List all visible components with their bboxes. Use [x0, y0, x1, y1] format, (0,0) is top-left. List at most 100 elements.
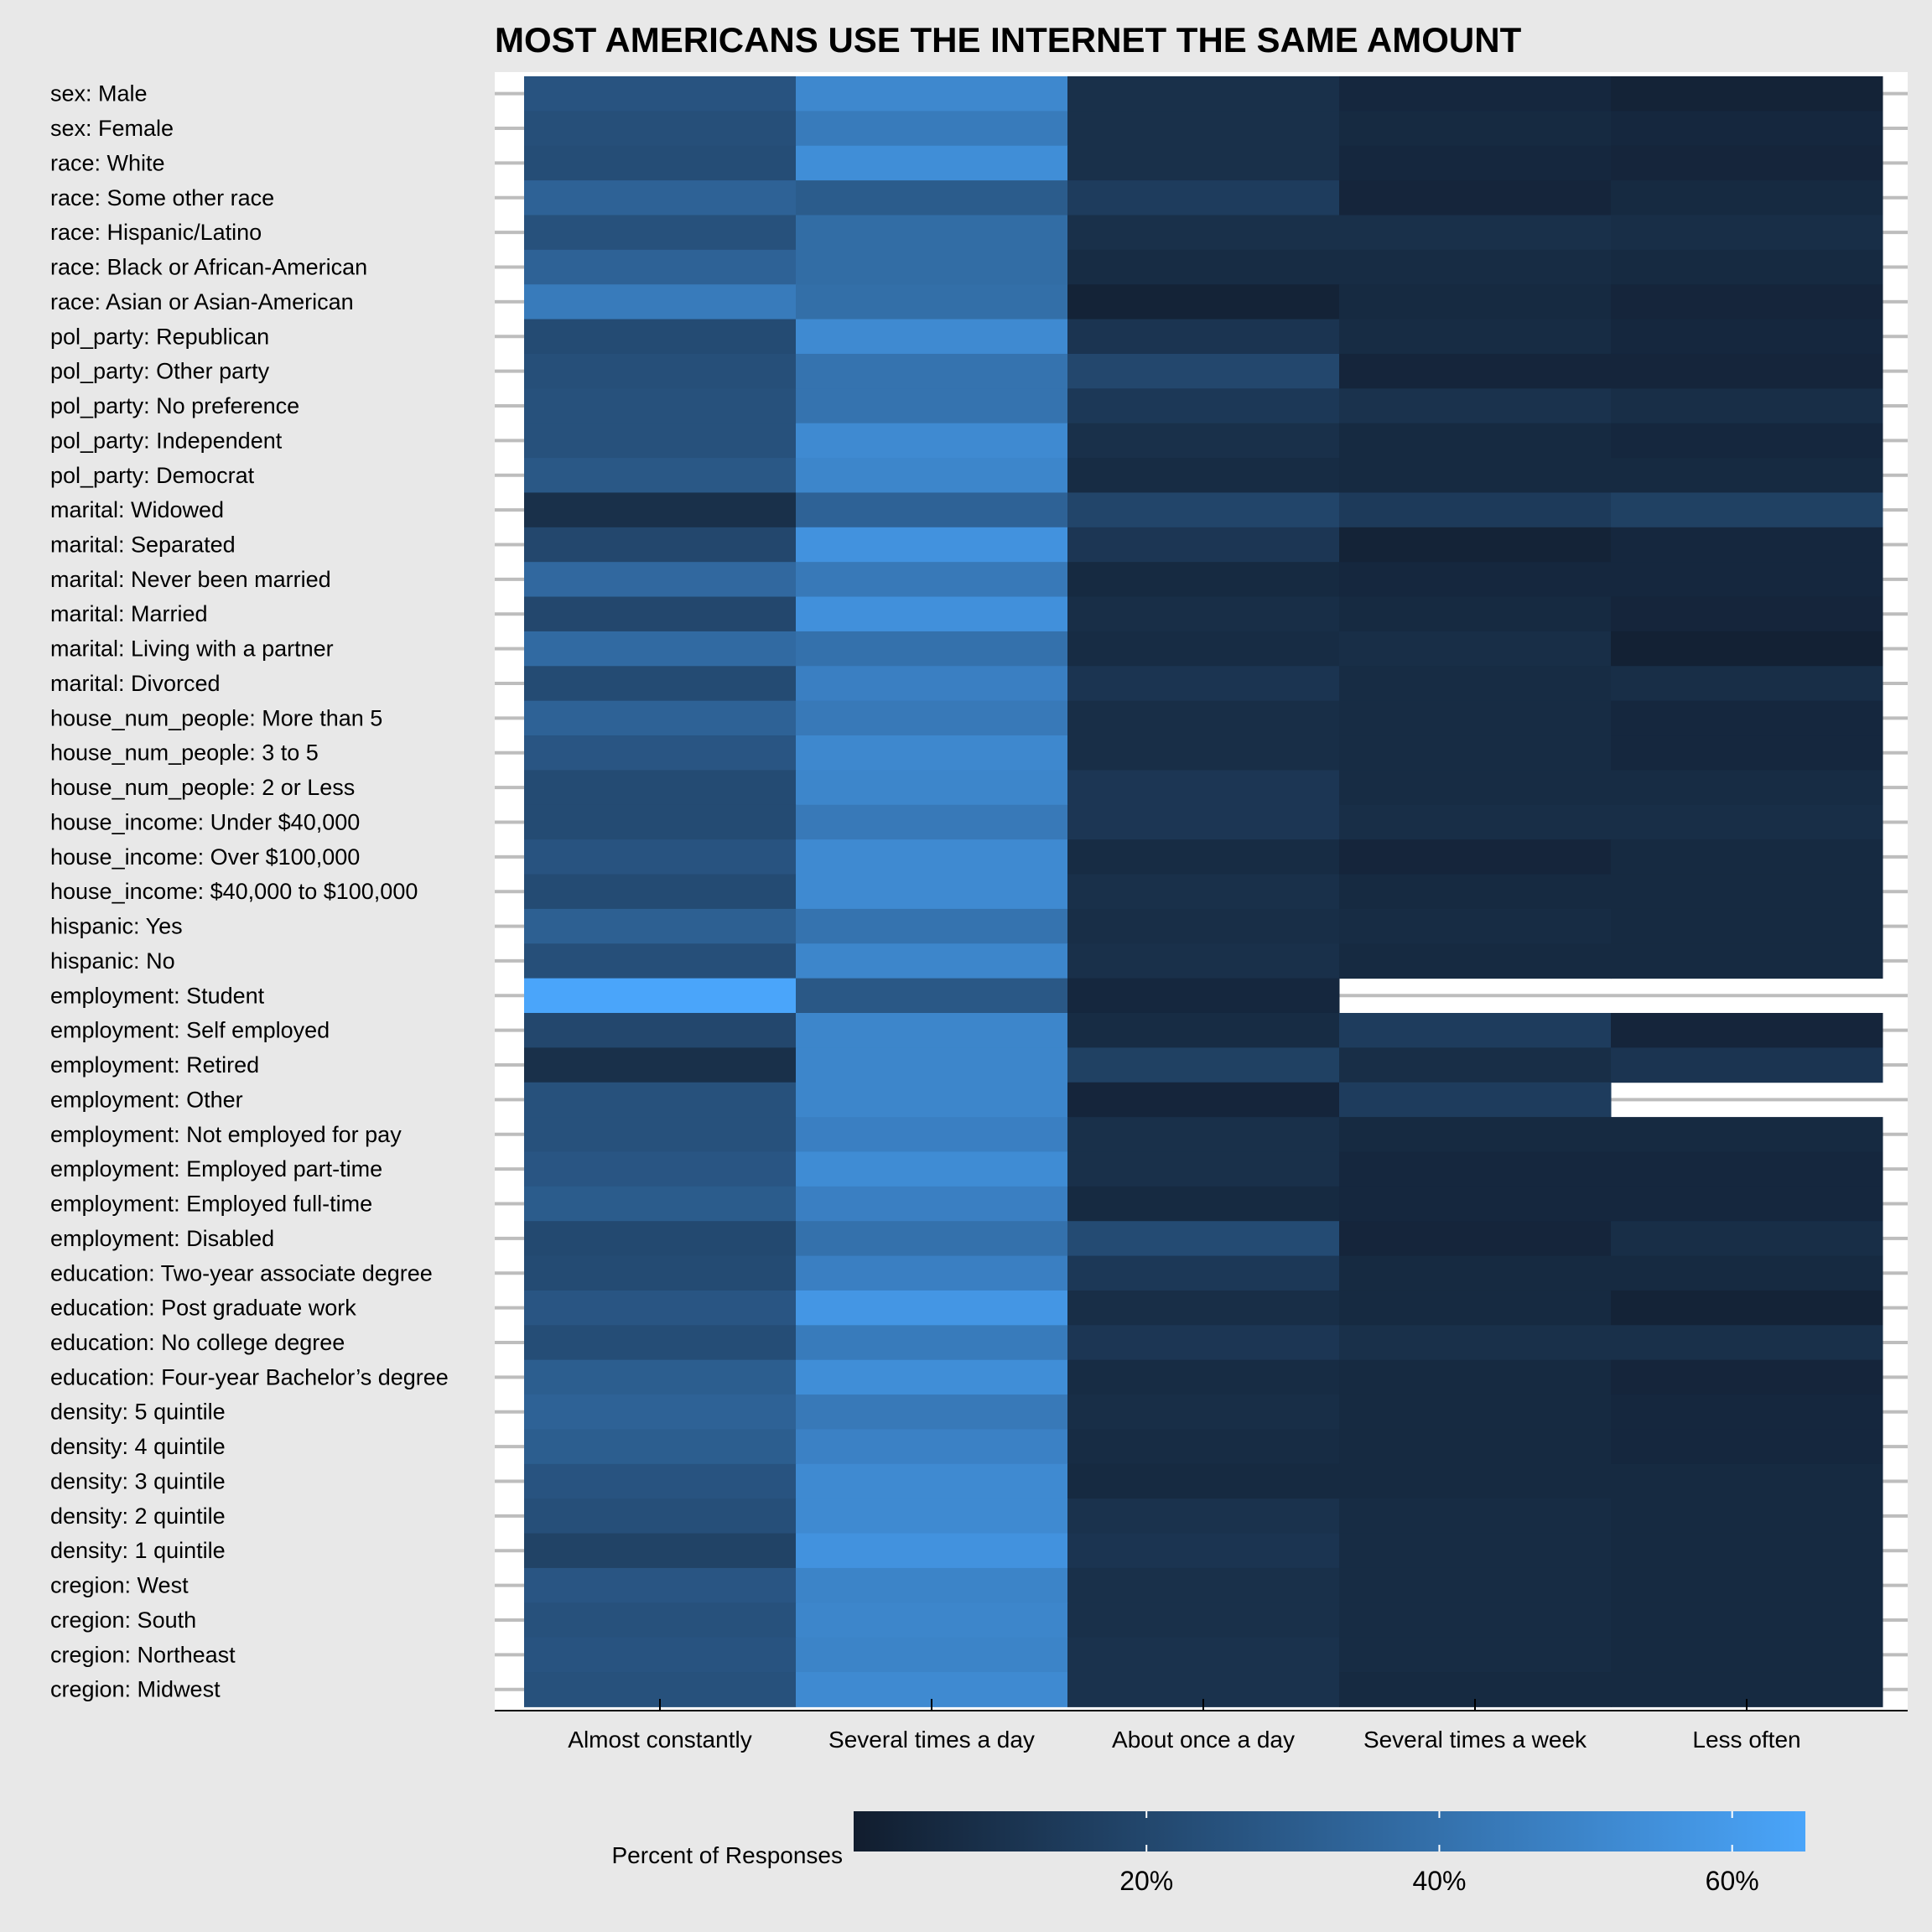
heatmap-cell [524, 458, 797, 493]
heatmap-cell [1339, 1186, 1612, 1222]
heatmap-cell [524, 145, 797, 181]
heatmap-cell [1611, 1290, 1883, 1326]
heatmap-cell [1339, 874, 1612, 910]
y-tick-label: race: Asian or Asian-American [50, 289, 354, 314]
heatmap-cell [1611, 1637, 1883, 1673]
heatmap-cell [796, 527, 1068, 563]
heatmap-cell [1339, 388, 1612, 424]
heatmap-cell [796, 943, 1068, 979]
heatmap-cell [1067, 631, 1340, 667]
heatmap-cell [1067, 1117, 1340, 1152]
heatmap-cell [1067, 1082, 1340, 1118]
heatmap-cell [1339, 319, 1612, 355]
y-tick-label: race: Hispanic/Latino [50, 220, 262, 245]
x-axis: Almost constantly Several times a day Abou… [495, 1699, 1908, 1753]
heatmap-cell [524, 562, 797, 598]
heatmap-cell [1067, 770, 1340, 806]
x-tick-label: Less often [1692, 1727, 1800, 1753]
y-tick-label: cregion: Midwest [50, 1677, 221, 1702]
heatmap-cell [796, 770, 1068, 806]
legend-colorbar [854, 1811, 1805, 1852]
heatmap-cell [1339, 1012, 1612, 1048]
heatmap-cell [1339, 666, 1612, 702]
y-tick-label: marital: Separated [50, 532, 236, 557]
heatmap-cell [1611, 1186, 1883, 1222]
heatmap-cell [1339, 1463, 1612, 1499]
y-tick-label: density: 5 quintile [50, 1400, 226, 1425]
heatmap-cell [524, 1498, 797, 1535]
y-tick-label: employment: Not employed for pay [50, 1122, 402, 1147]
x-tick-label: Almost constantly [568, 1727, 751, 1753]
heatmap-cell [524, 700, 797, 736]
heatmap-cell [1611, 76, 1883, 112]
x-tick-label: Several times a day [828, 1727, 1035, 1753]
y-tick-label: house_income: $40,000 to $100,000 [50, 879, 418, 904]
heatmap-cell [796, 388, 1068, 424]
heatmap-cell [1339, 76, 1612, 112]
heatmap-cell [1339, 631, 1612, 667]
heatmap-cell [1067, 700, 1340, 736]
heatmap-cell [1611, 527, 1883, 563]
heatmap-cell [1067, 1255, 1340, 1291]
heatmap-cell [1339, 1221, 1612, 1257]
heatmap-cell [1611, 423, 1883, 459]
heatmap-cell [796, 145, 1068, 181]
heatmap-cell [796, 180, 1068, 216]
heatmap-cell [1339, 249, 1612, 285]
heatmap-cell [1611, 804, 1883, 840]
heatmap-cell [796, 1498, 1068, 1535]
heatmap-cell [1067, 943, 1340, 979]
y-tick-label: pol_party: Democrat [50, 463, 255, 488]
heatmap-cell [524, 1533, 797, 1569]
heatmap-cell [796, 666, 1068, 702]
heatmap-cell [796, 908, 1068, 944]
heatmap-cell [1067, 353, 1340, 389]
heatmap-cell [1339, 492, 1612, 528]
heatmap-cell [524, 111, 797, 147]
heatmap-cell [796, 1637, 1068, 1673]
heatmap-cell [1067, 1394, 1340, 1430]
legend-tick-label: 20% [1119, 1866, 1173, 1896]
heatmap-cell [796, 562, 1068, 598]
heatmap-cell [1611, 492, 1883, 528]
y-tick-label: pol_party: No preference [50, 393, 299, 418]
heatmap-cell [1611, 1498, 1883, 1535]
heatmap-cell [796, 1012, 1068, 1048]
heatmap-cell [524, 1602, 797, 1639]
y-tick-label: hispanic: Yes [50, 914, 183, 939]
heatmap-cell [524, 596, 797, 632]
heatmap-cell [1067, 1359, 1340, 1395]
y-tick-label: hispanic: No [50, 948, 175, 974]
heatmap-cell [1339, 1498, 1612, 1535]
heatmap-cell [524, 1290, 797, 1326]
heatmap-cell [524, 770, 797, 806]
heatmap-cell [524, 1463, 797, 1499]
y-axis-labels: sex: Male sex: Female race: White race: Som… [50, 81, 449, 1702]
heatmap-cell [1067, 978, 1340, 1014]
heatmap-cell [524, 1117, 797, 1152]
heatmap-cell [524, 1637, 797, 1673]
heatmap-cell [1067, 423, 1340, 459]
y-tick-label: education: Two-year associate degree [50, 1260, 433, 1285]
y-tick-label: density: 1 quintile [50, 1538, 226, 1563]
heatmap-cell [796, 423, 1068, 459]
heatmap-cell [796, 1117, 1068, 1152]
heatmap-cell [524, 1567, 797, 1603]
heatmap-cell [1339, 1429, 1612, 1465]
heatmap-cell [1067, 111, 1340, 147]
heatmap-cell [796, 111, 1068, 147]
heatmap-cell [796, 1567, 1068, 1603]
heatmap-cell [1339, 1151, 1612, 1187]
y-tick-label: house_income: Under $40,000 [50, 809, 360, 834]
y-tick-label: sex: Male [50, 81, 148, 106]
heatmap-cell [1611, 180, 1883, 216]
heatmap-cell [1611, 215, 1883, 251]
y-tick-label: education: No college degree [50, 1330, 345, 1355]
heatmap-cell [1611, 1429, 1883, 1465]
heatmap-cell [796, 215, 1068, 251]
y-tick-label: cregion: Northeast [50, 1642, 236, 1667]
heatmap-cell [1611, 249, 1883, 285]
heatmap-cell [1067, 1186, 1340, 1222]
heatmap-cell [796, 1429, 1068, 1465]
